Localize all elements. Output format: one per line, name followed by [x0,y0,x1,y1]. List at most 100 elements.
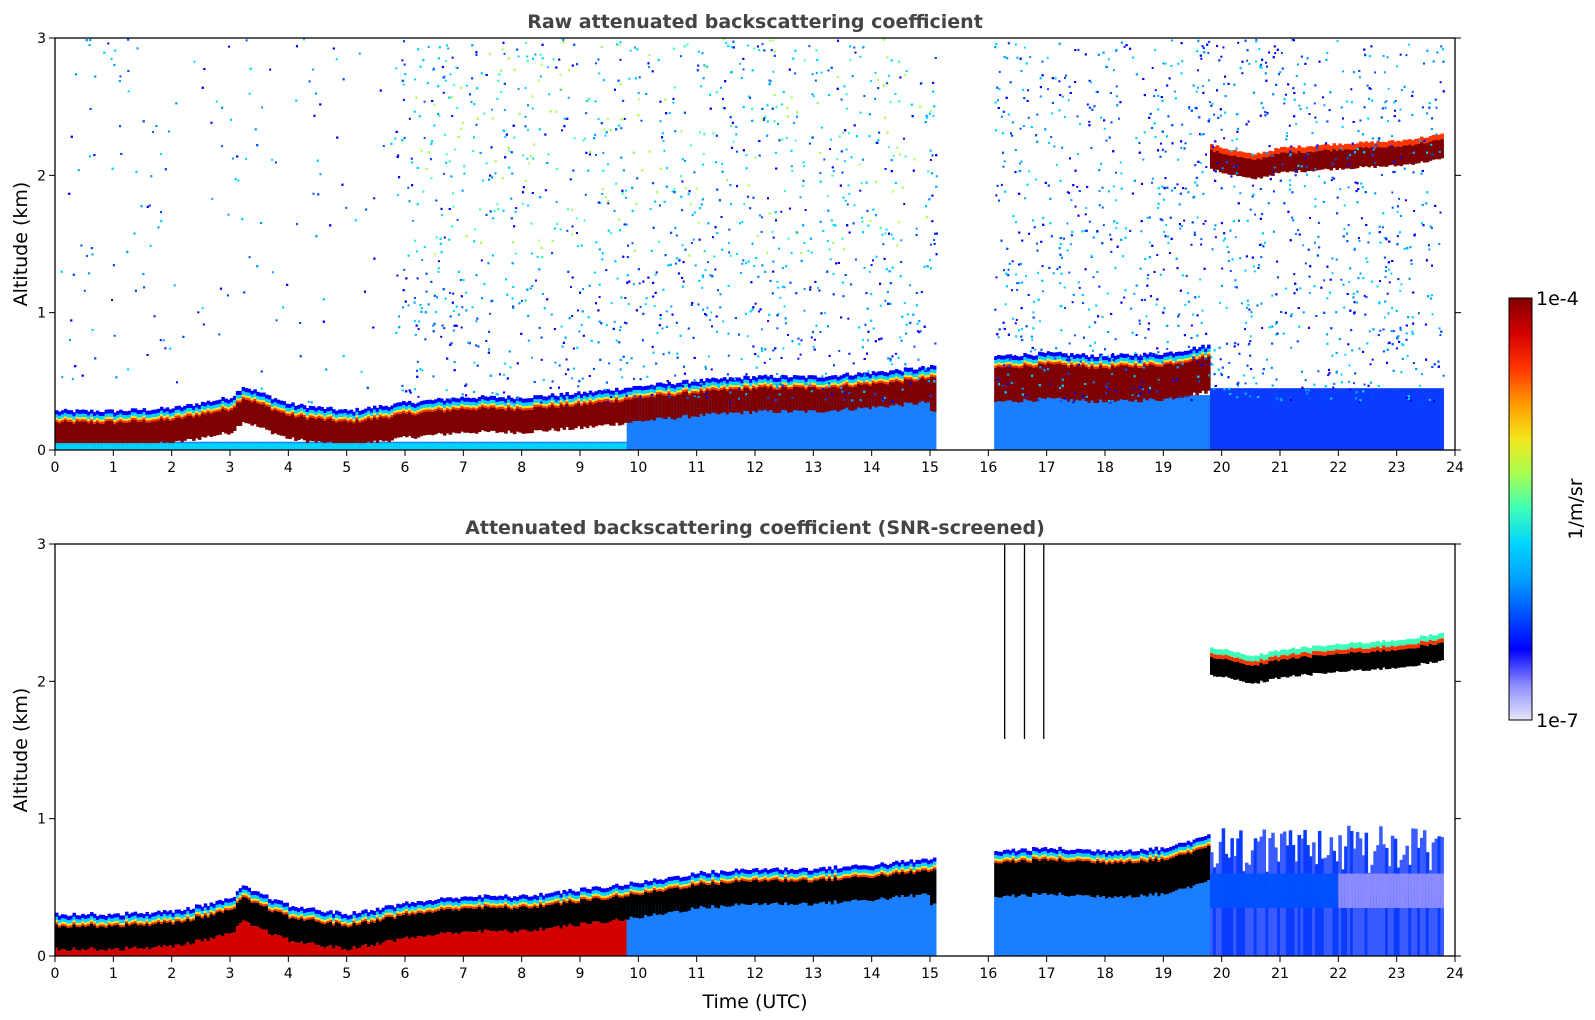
backscatter-cell [565,403,569,428]
backscatter-cell [270,399,275,404]
backscatter-cell [717,391,721,415]
backscatter-cell [880,375,884,379]
backscatter-cell [778,385,782,388]
noise-speckle [395,67,398,70]
backscatter-cell [886,372,890,377]
backscatter-cell [463,409,467,433]
backscatter-cell [475,408,479,411]
backscatter-cell [317,443,322,450]
backscatter-cell [813,379,817,383]
backscatter-cell [101,423,106,448]
noise-speckle [1000,183,1003,186]
backscatter-cell [1145,354,1150,359]
raw-backscatter-panel: Raw attenuated backscattering coefficien… [10,11,1464,476]
backscatter-cell [1154,364,1159,367]
backscatter-cell [358,443,362,450]
backscatter-cell [1201,344,1205,349]
backscatter-cell [265,406,269,430]
backscatter-cell [807,375,812,380]
backscatter-cell [1347,149,1351,169]
noise-speckle [1139,354,1142,357]
backscatter-cell [1361,147,1366,168]
backscatter-cell [518,407,523,410]
backscatter-cell [798,387,803,411]
backscatter-cell [577,402,581,427]
backscatter-cell [434,399,438,404]
backscatter-cell [1110,358,1115,362]
backscatter-cell [98,421,103,424]
backscatter-cell [343,420,348,445]
backscatter-cell [393,407,397,411]
backscatter-cell [629,399,634,423]
backscatter-cell [527,407,532,410]
backscatter-cell [195,415,199,439]
backscatter-cell [670,384,674,389]
backscatter-cell [568,399,572,403]
backscatter-cell [1212,388,1217,450]
backscatter-cell [413,413,418,416]
backscatter-cell [699,388,704,391]
backscatter-cell [679,397,683,450]
noise-speckle [1331,176,1334,179]
noise-speckle [1166,347,1169,350]
backscatter-cell [877,375,882,379]
noise-speckle [1027,293,1030,296]
backscatter-cell [932,369,937,374]
backscatter-cell [384,409,389,414]
backscatter-cell [116,414,120,419]
backscatter-cell [1087,357,1092,362]
backscatter-cell [1355,143,1360,149]
backscatter-cell [571,404,575,407]
backscatter-cell [1247,158,1252,178]
backscatter-cell [1204,359,1208,394]
noise-speckle [1296,63,1299,66]
backscatter-cell [498,404,502,407]
backscatter-cell [1032,365,1036,368]
backscatter-cell [842,385,847,409]
backscatter-cell [250,398,254,401]
noise-speckle [416,360,419,363]
backscatter-cell [72,416,77,420]
noise-speckle [711,236,714,239]
backscatter-cell [1379,141,1383,148]
backscatter-cell [524,398,529,403]
noise-speckle [571,314,574,317]
backscatter-cell [1385,142,1389,148]
backscatter-cell [1195,395,1199,450]
backscatter-cell [66,417,71,420]
backscatter-cell [515,404,520,407]
noise-speckle [1047,88,1050,91]
backscatter-cell [550,402,555,405]
backscatter-cell [687,397,692,450]
backscatter-cell [440,406,444,409]
backscatter-cell [165,411,170,415]
noise-speckle [1308,113,1311,116]
noise-speckle [1055,163,1058,166]
backscatter-cell [90,443,94,450]
noise-speckle [1059,282,1062,285]
backscatter-cell [1029,395,1033,450]
backscatter-cell [906,372,911,376]
backscatter-cell [1067,395,1071,450]
backscatter-cell [197,414,202,417]
backscatter-cell [903,371,908,375]
backscatter-cell [585,400,590,403]
backscatter-cell [1309,388,1313,450]
backscatter-cell [1151,357,1156,361]
noise-speckle [1236,396,1239,399]
backscatter-cell [620,399,625,402]
noise-speckle [852,362,855,365]
backscatter-cell [1119,395,1124,450]
noise-speckle [584,193,587,196]
noise-speckle [776,314,779,317]
backscatter-cell [1422,388,1427,450]
backscatter-cell [451,443,456,450]
noise-speckle [1248,62,1251,65]
noise-speckle [1140,299,1143,302]
backscatter-cell [632,397,637,422]
backscatter-cell [760,397,765,450]
backscatter-cell [930,369,934,373]
backscatter-cell [787,389,791,413]
backscatter-cell [752,380,756,384]
backscatter-cell [1341,388,1345,450]
